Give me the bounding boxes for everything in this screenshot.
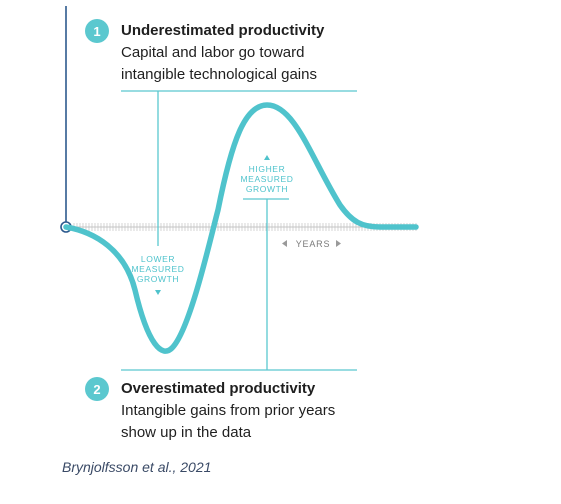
badge-2 xyxy=(85,377,109,401)
badge-1-number: 1 xyxy=(93,24,100,39)
badge-2-number: 2 xyxy=(93,382,100,397)
left-arrow-icon xyxy=(282,240,287,247)
down-arrow-icon xyxy=(155,290,161,295)
bottom-note-line-2: show up in the data xyxy=(121,424,252,441)
top-note-line-1: Capital and labor go toward xyxy=(121,44,305,61)
top-note-line-2: intangible technological gains xyxy=(121,66,317,83)
lower-label-line-1: LOWER xyxy=(141,254,175,264)
right-arrow-icon xyxy=(336,240,341,247)
higher-label-line-1: HIGHER xyxy=(249,164,286,174)
productivity-curve xyxy=(63,102,419,354)
badge-1 xyxy=(85,19,109,43)
higher-label-line-2: MEASURED xyxy=(241,174,294,184)
bottom-note-line-1: Intangible gains from prior years xyxy=(121,402,336,419)
bottom-note: Overestimated productivity Intangible ga… xyxy=(121,379,335,443)
lower-label-line-2: MEASURED xyxy=(132,264,185,274)
up-arrow-icon xyxy=(264,155,270,160)
bottom-note-title: Overestimated productivity xyxy=(121,380,316,397)
higher-label-line-3: GROWTH xyxy=(246,184,288,194)
source-caption: Brynjolfsson et al., 2021 xyxy=(62,459,212,475)
top-note: Underestimated productivity Capital and … xyxy=(121,21,324,85)
top-note-title: Underestimated productivity xyxy=(121,22,325,39)
years-label: YEARS xyxy=(296,239,331,249)
lower-label-line-3: GROWTH xyxy=(137,274,179,284)
